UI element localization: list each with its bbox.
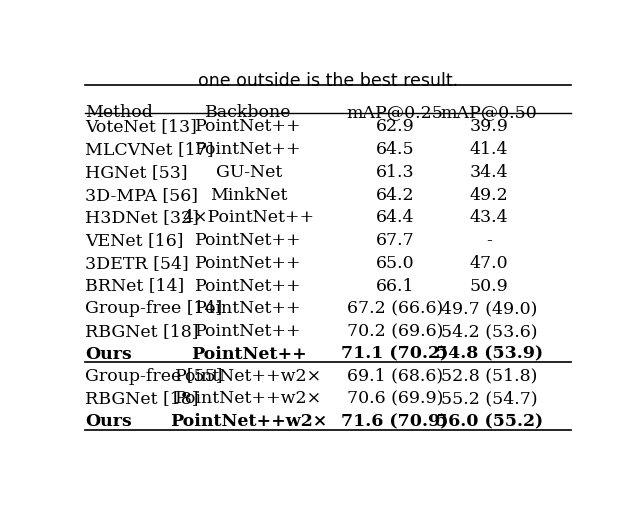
Text: PointNet++w2×: PointNet++w2× [170, 413, 327, 430]
Text: PointNet++: PointNet++ [195, 255, 302, 272]
Text: PointNet++w2×: PointNet++w2× [175, 391, 322, 408]
Text: Backbone: Backbone [205, 104, 292, 121]
Text: 54.2 (53.6): 54.2 (53.6) [441, 323, 538, 340]
Text: PointNet++: PointNet++ [195, 141, 302, 158]
Text: PointNet++: PointNet++ [195, 119, 302, 135]
Text: MLCVNet [17]: MLCVNet [17] [85, 141, 214, 158]
Text: 67.2 (66.6): 67.2 (66.6) [347, 300, 443, 318]
Text: HGNet [53]: HGNet [53] [85, 164, 188, 181]
Text: PointNet++w2×: PointNet++w2× [175, 368, 322, 385]
Text: Ours: Ours [85, 413, 132, 430]
Text: 52.8 (51.8): 52.8 (51.8) [441, 368, 538, 385]
Text: BRNet [14]: BRNet [14] [85, 278, 184, 295]
Text: GU-Net: GU-Net [216, 164, 282, 181]
Text: one outside is the best result.: one outside is the best result. [198, 72, 458, 90]
Text: 70.2 (69.6): 70.2 (69.6) [347, 323, 443, 340]
Text: 70.6 (69.9): 70.6 (69.9) [347, 391, 443, 408]
Text: VoteNet [13]: VoteNet [13] [85, 119, 197, 135]
Text: 56.0 (55.2): 56.0 (55.2) [436, 413, 543, 430]
Text: Method: Method [85, 104, 153, 121]
Text: mAP@0.50: mAP@0.50 [441, 104, 538, 121]
Text: Group-free [14]: Group-free [14] [85, 300, 222, 318]
Text: 39.9: 39.9 [470, 119, 509, 135]
Text: 41.4: 41.4 [470, 141, 508, 158]
Text: MinkNet: MinkNet [210, 186, 287, 204]
Text: Ours: Ours [85, 346, 132, 363]
Text: 49.2: 49.2 [470, 186, 509, 204]
Text: 3DETR [54]: 3DETR [54] [85, 255, 189, 272]
Text: 61.3: 61.3 [376, 164, 414, 181]
Text: 67.7: 67.7 [376, 232, 414, 249]
Text: 64.4: 64.4 [376, 209, 414, 226]
Text: RBGNet [18]: RBGNet [18] [85, 323, 198, 340]
Text: 3D-MPA [56]: 3D-MPA [56] [85, 186, 198, 204]
Text: mAP@0.25: mAP@0.25 [346, 104, 444, 121]
Text: 50.9: 50.9 [470, 278, 509, 295]
Text: 43.4: 43.4 [470, 209, 509, 226]
Text: 69.1 (68.6): 69.1 (68.6) [347, 368, 443, 385]
Text: RBGNet [18]: RBGNet [18] [85, 391, 198, 408]
Text: 62.9: 62.9 [376, 119, 414, 135]
Text: 54.8 (53.9): 54.8 (53.9) [436, 346, 543, 363]
Text: 55.2 (54.7): 55.2 (54.7) [441, 391, 538, 408]
Text: PointNet++: PointNet++ [191, 346, 307, 363]
Text: 64.5: 64.5 [376, 141, 414, 158]
Text: 71.6 (70.9): 71.6 (70.9) [341, 413, 449, 430]
Text: 66.1: 66.1 [376, 278, 414, 295]
Text: PointNet++: PointNet++ [195, 323, 302, 340]
Text: PointNet++: PointNet++ [195, 300, 302, 318]
Text: Group-free [55]: Group-free [55] [85, 368, 223, 385]
Text: 34.4: 34.4 [470, 164, 509, 181]
Text: 71.1 (70.2): 71.1 (70.2) [341, 346, 449, 363]
Text: 49.7 (49.0): 49.7 (49.0) [441, 300, 538, 318]
Text: PointNet++: PointNet++ [195, 232, 302, 249]
Text: -: - [486, 232, 492, 249]
Text: 47.0: 47.0 [470, 255, 509, 272]
Text: VENet [16]: VENet [16] [85, 232, 184, 249]
Text: 64.2: 64.2 [376, 186, 414, 204]
Text: H3DNet [32]: H3DNet [32] [85, 209, 199, 226]
Text: 4×PointNet++: 4×PointNet++ [182, 209, 315, 226]
Text: PointNet++: PointNet++ [195, 278, 302, 295]
Text: 65.0: 65.0 [376, 255, 414, 272]
